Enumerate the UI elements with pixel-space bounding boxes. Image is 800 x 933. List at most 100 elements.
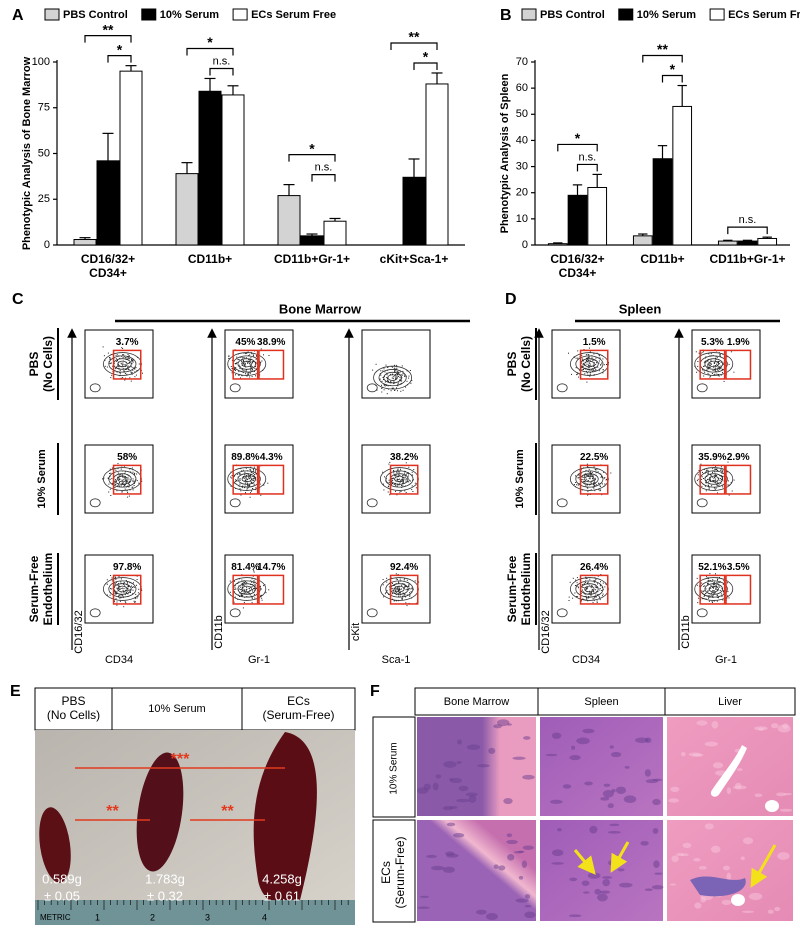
- event-dot: [255, 473, 257, 475]
- event-dot: [714, 360, 716, 362]
- tissue-texture: [603, 783, 611, 787]
- event-dot: [402, 389, 404, 391]
- event-dot: [400, 491, 402, 492]
- event-dot: [132, 586, 134, 588]
- text-line: Serum-Free: [505, 555, 519, 622]
- event-dot: [409, 595, 411, 597]
- event-dot: [593, 370, 595, 371]
- event-dot: [255, 366, 256, 368]
- event-dot: [110, 588, 112, 590]
- event-dot: [253, 588, 254, 590]
- event-dot: [116, 371, 118, 373]
- gate-percent: 5.3%: [701, 337, 724, 348]
- contour: [556, 498, 568, 508]
- event-dot: [390, 483, 392, 485]
- event-dot: [716, 363, 718, 365]
- event-dot: [242, 362, 244, 364]
- event-dot: [243, 363, 245, 365]
- event-dot: [709, 367, 711, 368]
- event-dot: [596, 587, 598, 589]
- event-dot: [581, 369, 583, 371]
- gate: [112, 574, 142, 605]
- event-dot: [713, 477, 715, 479]
- event-dot: [133, 480, 135, 482]
- tissue-texture: [446, 822, 456, 827]
- event-dot: [124, 585, 126, 587]
- event-dot: [714, 471, 716, 473]
- tissue-texture: [551, 732, 562, 739]
- event-dot: [119, 586, 121, 588]
- contour: [227, 467, 267, 491]
- event-dot: [405, 492, 407, 493]
- event-dot: [249, 359, 251, 361]
- event-dot: [119, 482, 120, 484]
- event-dot: [240, 593, 242, 595]
- event-dot: [134, 601, 136, 603]
- event-dot: [254, 588, 256, 589]
- event-dot: [383, 384, 385, 386]
- event-dot: [120, 474, 122, 476]
- bar: [119, 70, 143, 246]
- event-dot: [109, 363, 111, 365]
- event-dot: [595, 589, 597, 591]
- event-dot: [590, 370, 592, 372]
- event-dot: [399, 475, 401, 476]
- contour: [696, 498, 708, 508]
- event-dot: [131, 363, 133, 365]
- y-tick-label: 70: [516, 56, 528, 68]
- event-dot: [400, 380, 402, 382]
- event-dot: [121, 347, 123, 349]
- tissue-texture: [597, 893, 608, 902]
- event-dot: [234, 369, 235, 370]
- event-dot: [250, 372, 251, 374]
- event-dot: [404, 490, 406, 492]
- event-dot: [114, 483, 116, 485]
- event-dot: [102, 346, 104, 348]
- arrow: [750, 844, 777, 888]
- event-dot: [578, 587, 579, 589]
- event-dot: [245, 590, 247, 592]
- event-dot: [393, 383, 395, 384]
- event-dot: [126, 373, 128, 375]
- gate-percent: 45%: [235, 337, 255, 348]
- contour: [704, 358, 723, 370]
- legend-label: PBS Control: [63, 9, 128, 21]
- event-dot: [244, 482, 246, 484]
- tissue-texture: [435, 774, 442, 779]
- event-dot: [590, 594, 592, 596]
- event-dot: [242, 485, 244, 487]
- event-dot: [401, 598, 403, 600]
- event-dot: [591, 472, 593, 473]
- y-tick-label: 25: [38, 193, 50, 205]
- event-dot: [727, 595, 729, 597]
- flow-x-label: Gr-1: [248, 654, 270, 666]
- event-dot: [392, 593, 394, 595]
- event-dot: [250, 471, 252, 473]
- event-dot: [714, 369, 715, 371]
- event-dot: [730, 482, 732, 484]
- tissue-texture: [602, 789, 614, 798]
- event-dot: [137, 596, 139, 598]
- event-dot: [721, 595, 723, 597]
- tissue-texture: [644, 769, 651, 777]
- column-header: Spleen: [584, 696, 618, 708]
- tissue-texture: [522, 845, 535, 850]
- event-dot: [247, 374, 249, 375]
- event-dot: [250, 466, 252, 468]
- gate-percent: 2.9%: [727, 452, 750, 463]
- event-dot: [707, 368, 709, 370]
- event-dot: [111, 467, 113, 469]
- event-dot: [119, 474, 121, 476]
- event-dot: [235, 369, 236, 371]
- event-dot: [593, 466, 595, 468]
- tissue-texture: [524, 904, 532, 908]
- tissue-texture: [513, 850, 523, 854]
- event-dot: [251, 598, 253, 600]
- event-dot: [695, 351, 697, 353]
- event-dot: [111, 577, 113, 579]
- event-dot: [589, 478, 591, 480]
- event-dot: [228, 357, 230, 359]
- event-dot: [384, 385, 386, 387]
- event-dot: [590, 474, 592, 476]
